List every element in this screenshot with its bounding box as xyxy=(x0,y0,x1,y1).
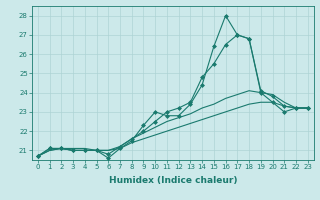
X-axis label: Humidex (Indice chaleur): Humidex (Indice chaleur) xyxy=(108,176,237,185)
